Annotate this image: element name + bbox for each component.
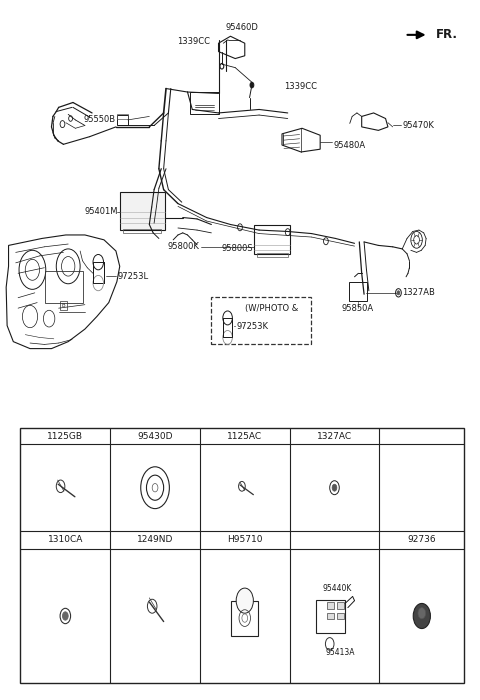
- Circle shape: [397, 290, 400, 295]
- Circle shape: [413, 603, 431, 629]
- Text: 95430D: 95430D: [137, 432, 173, 440]
- Bar: [117, 114, 128, 118]
- Text: H95710: H95710: [227, 536, 263, 545]
- Text: 95440K: 95440K: [322, 584, 351, 593]
- Bar: [327, 602, 334, 609]
- Bar: [211, 297, 311, 344]
- Text: 1125AC: 1125AC: [227, 432, 263, 440]
- Text: 92736: 92736: [408, 536, 436, 545]
- Text: 1310CA: 1310CA: [48, 536, 83, 545]
- Text: B: B: [61, 303, 65, 308]
- Bar: [231, 601, 258, 636]
- Bar: [21, 428, 464, 683]
- Bar: [190, 92, 218, 114]
- Text: 1249ND: 1249ND: [137, 536, 173, 545]
- Circle shape: [236, 588, 253, 613]
- Bar: [349, 281, 367, 301]
- Bar: [60, 301, 67, 309]
- Bar: [316, 600, 345, 634]
- Bar: [337, 612, 344, 620]
- Bar: [93, 262, 104, 283]
- Bar: [120, 192, 165, 230]
- Text: (W/PHOTO &: (W/PHOTO &: [245, 304, 298, 313]
- Text: 1339CC: 1339CC: [177, 37, 210, 46]
- Text: 95460D: 95460D: [226, 23, 259, 32]
- Text: FR.: FR.: [436, 29, 457, 41]
- Text: 1327AB: 1327AB: [402, 288, 435, 297]
- Bar: [327, 612, 334, 620]
- Text: 97253L: 97253L: [117, 272, 148, 281]
- Text: 95800S: 95800S: [221, 244, 253, 253]
- Text: 95401M: 95401M: [84, 207, 118, 216]
- Bar: [254, 225, 290, 254]
- Text: 95413A: 95413A: [325, 648, 355, 657]
- Bar: [223, 318, 232, 337]
- Circle shape: [418, 608, 426, 619]
- Text: 95480A: 95480A: [333, 141, 365, 150]
- Text: 97253K: 97253K: [236, 322, 268, 331]
- Circle shape: [332, 484, 337, 491]
- Text: 95550B: 95550B: [84, 116, 116, 125]
- Bar: [45, 271, 84, 302]
- Bar: [123, 229, 161, 233]
- Text: 95800K: 95800K: [168, 242, 199, 251]
- Text: 95850A: 95850A: [342, 304, 374, 313]
- Circle shape: [250, 83, 254, 88]
- Text: 1339CC: 1339CC: [284, 82, 317, 91]
- Circle shape: [62, 612, 68, 620]
- Text: 95470K: 95470K: [402, 121, 434, 130]
- Bar: [337, 602, 344, 609]
- Text: 1125GB: 1125GB: [48, 432, 84, 440]
- Text: 1327AC: 1327AC: [317, 432, 352, 440]
- Bar: [257, 253, 288, 257]
- Bar: [117, 115, 128, 125]
